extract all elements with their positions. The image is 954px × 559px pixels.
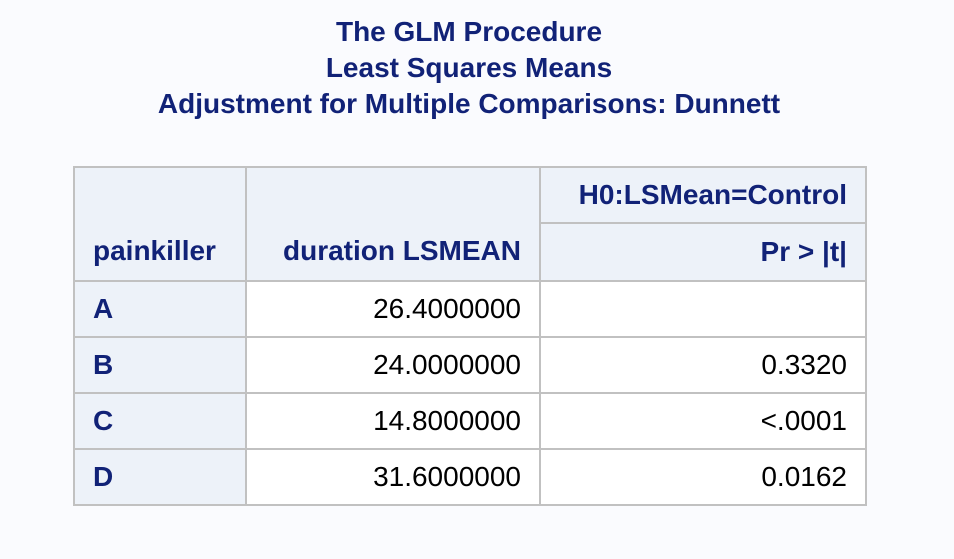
header-duration-lsmean: duration LSMEAN bbox=[245, 166, 541, 282]
header-pvalue: Pr > |t| bbox=[539, 222, 867, 282]
row-label: A bbox=[73, 280, 247, 338]
table-row: A 26.4000000 bbox=[73, 280, 867, 338]
lsmean-value: 14.8000000 bbox=[245, 392, 541, 450]
table-row: B 24.0000000 0.3320 bbox=[73, 336, 867, 394]
subtitle-adjustment: Adjustment for Multiple Comparisons: Dun… bbox=[157, 88, 781, 119]
table-row: C 14.8000000 <.0001 bbox=[73, 392, 867, 450]
lsmean-value: 26.4000000 bbox=[245, 280, 541, 338]
lsmean-value: 31.6000000 bbox=[245, 448, 541, 506]
procedure-title: The GLM Procedure bbox=[335, 16, 603, 47]
row-label: C bbox=[73, 392, 247, 450]
pvalue-cell: <.0001 bbox=[539, 392, 867, 450]
row-label: D bbox=[73, 448, 247, 506]
pvalue-cell bbox=[539, 280, 867, 338]
pvalue-cell: 0.3320 bbox=[539, 336, 867, 394]
lsmeans-table: painkiller duration LSMEAN H0:LSMean=Con… bbox=[73, 166, 867, 506]
header-painkiller: painkiller bbox=[73, 166, 247, 282]
lsmean-value: 24.0000000 bbox=[245, 336, 541, 394]
pvalue-cell: 0.0162 bbox=[539, 448, 867, 506]
procedure-titles: The GLM Procedure Least Squares Means Ad… bbox=[0, 14, 938, 122]
header-h0-span: H0:LSMean=Control bbox=[539, 166, 867, 224]
header-row-bottom: Pr > |t| bbox=[74, 222, 867, 282]
subtitle-lsmeans: Least Squares Means bbox=[325, 52, 613, 83]
header-row-top: painkiller duration LSMEAN H0:LSMean=Con… bbox=[73, 166, 867, 282]
row-label: B bbox=[73, 336, 247, 394]
table-row: D 31.6000000 0.0162 bbox=[73, 448, 867, 506]
